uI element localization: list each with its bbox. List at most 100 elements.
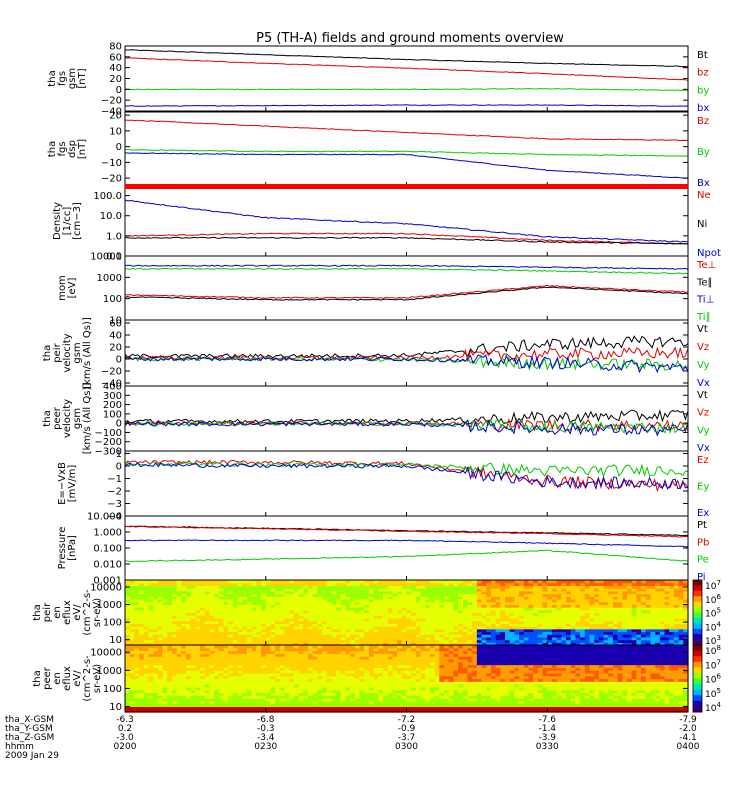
spectrogram-cell [523, 593, 530, 597]
spectrogram-cell [458, 593, 464, 597]
spectrogram-cell [378, 661, 384, 666]
spectrogram-cell [312, 703, 318, 708]
spectrogram-cell [439, 585, 445, 589]
spectrogram-cell [157, 686, 164, 691]
spectrogram-cell [261, 661, 267, 666]
spectrogram-cell [373, 695, 379, 699]
spectrogram-cell [139, 623, 145, 627]
spectrogram-cell [307, 580, 314, 584]
spectrogram-cell [542, 582, 548, 587]
spectrogram-cell [350, 604, 356, 608]
spectrogram-cell [411, 636, 417, 641]
spectrogram-cell [139, 656, 145, 660]
spectrogram-cell [228, 656, 234, 660]
spectrogram-cell [167, 670, 173, 674]
spectrogram-cell [190, 590, 196, 595]
spectrogram-cell [434, 698, 440, 702]
spectrogram-cell [401, 636, 408, 641]
spectrogram-cell [195, 664, 201, 668]
spectrogram-cell [645, 596, 652, 600]
spectrogram-cell [157, 601, 164, 605]
spectrogram-cell [326, 664, 333, 668]
spectrogram-cell [237, 684, 243, 688]
spectrogram-cell [340, 590, 347, 595]
spectrogram-cell [664, 634, 670, 638]
spectrogram-cell [134, 596, 140, 600]
spectrogram-cell [570, 636, 576, 641]
spectrogram-cell [204, 686, 211, 691]
spectrogram-cell [458, 681, 464, 685]
spectrogram-cell [345, 689, 351, 694]
spectrogram-cell [354, 601, 361, 605]
spectrogram-cell [157, 692, 164, 696]
spectrogram-cell [143, 706, 150, 710]
spectrogram-cell [350, 645, 356, 649]
spectrogram-cell [584, 580, 591, 584]
spectrogram-cell [514, 601, 520, 605]
spectrogram-cell [589, 585, 595, 589]
spectrogram-cell [547, 615, 553, 619]
spectrogram-cell [209, 698, 215, 702]
spectrogram-cell [185, 678, 192, 682]
spectrogram-cell [279, 626, 286, 630]
spectrogram-cell [303, 656, 309, 660]
spectrogram-cell [673, 636, 680, 641]
spectrogram-cell [429, 675, 436, 680]
spectrogram-cell [242, 596, 248, 600]
spectrogram-cell [472, 580, 478, 584]
spectrogram-cell [228, 661, 234, 666]
spectrogram-cell [533, 607, 539, 611]
spectrogram-cell [322, 612, 328, 616]
spectrogram-cell [171, 698, 178, 702]
spectrogram-cell [204, 653, 211, 657]
spectrogram-cell [505, 601, 511, 605]
spectrogram-cell [364, 620, 370, 624]
spectrogram-cell [209, 684, 215, 688]
spectrogram-cell [420, 647, 426, 652]
legend-entry: Ti⊥ [696, 295, 714, 306]
spectrogram-cell [453, 645, 459, 649]
spectrogram-cell [641, 596, 647, 600]
spectrogram-cell [129, 634, 135, 638]
spectrogram-cell [275, 626, 281, 630]
spectrogram-cell [551, 596, 558, 600]
spectrogram-cell [476, 615, 483, 619]
spectrogram-cell [434, 653, 440, 657]
spectrogram-cell [444, 639, 450, 643]
spectrogram-cell [171, 582, 178, 587]
spectrogram-cell [129, 617, 135, 622]
spectrogram-cell [275, 609, 281, 614]
spectrogram-cell [542, 590, 548, 595]
spectrogram-cell [129, 612, 135, 616]
spectrogram-cell [411, 593, 417, 597]
spectrogram-cell [448, 609, 455, 614]
spectrogram-cell [190, 598, 196, 603]
spectrogram-cell [368, 612, 375, 616]
spectrogram-cell [340, 634, 347, 638]
spectrogram-cell [368, 620, 375, 624]
spectrogram-cell [655, 634, 661, 638]
spectrogram-cell [401, 700, 408, 705]
spectrogram-cell [176, 628, 182, 633]
spectrogram-cell [242, 601, 248, 605]
spectrogram-cell [284, 593, 290, 597]
spectrogram-cell [641, 604, 647, 608]
spectrogram-cell [195, 598, 201, 603]
spectrogram-cell [218, 588, 225, 592]
spectrogram-cell [134, 604, 140, 608]
spectrogram-cell [425, 615, 431, 619]
spectrogram-cell [645, 626, 652, 630]
legend-entry: Vx [697, 443, 710, 454]
spectrogram-cell [448, 689, 455, 694]
spectrogram-cell [397, 686, 403, 691]
spectrogram-cell [462, 596, 469, 600]
spectrogram-cell [256, 607, 262, 611]
spectrogram-cell [500, 598, 506, 603]
spectrogram-cell [383, 703, 389, 708]
spectrogram-cell [429, 650, 436, 654]
spectrogram-cell [200, 695, 206, 699]
spectrogram-cell [223, 692, 229, 696]
spectrogram-cell [551, 593, 558, 597]
spectrogram-cell [284, 664, 290, 668]
spectrogram-cell [148, 580, 154, 584]
